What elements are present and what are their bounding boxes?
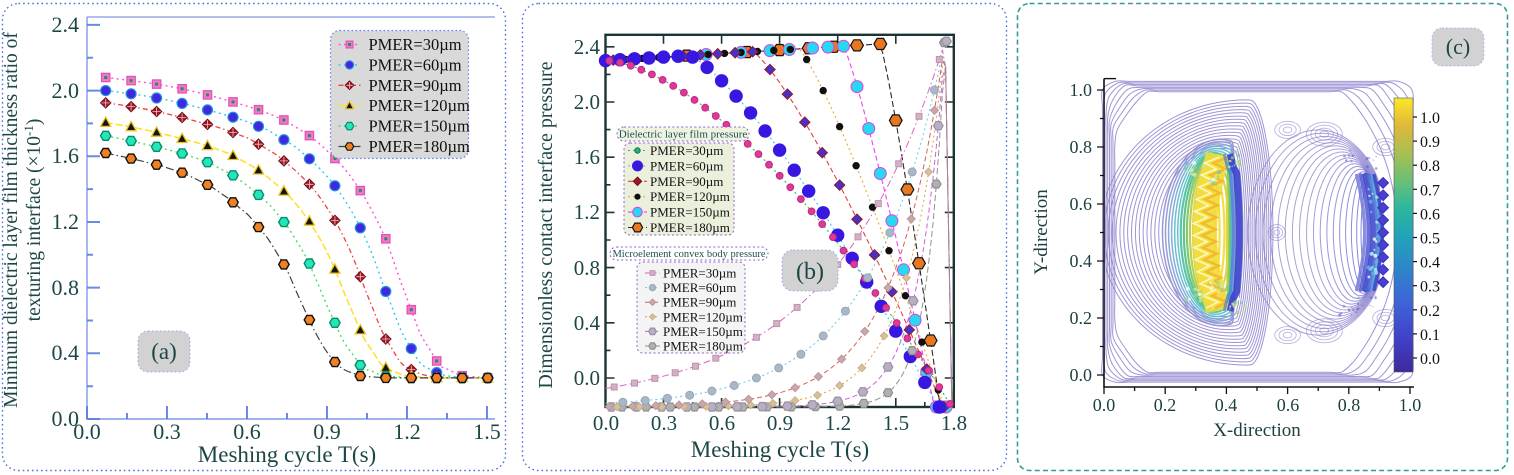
svg-text:1.8: 1.8 xyxy=(941,411,967,435)
svg-text:0.0: 0.0 xyxy=(574,366,600,390)
svg-text:1.6: 1.6 xyxy=(574,145,600,169)
svg-text:2.0: 2.0 xyxy=(52,78,80,103)
svg-text:0.0: 0.0 xyxy=(1070,365,1093,385)
svg-text:0.9: 0.9 xyxy=(313,419,341,444)
svg-text:1.6: 1.6 xyxy=(52,143,80,168)
svg-text:0.0: 0.0 xyxy=(1093,395,1116,415)
svg-text:PMER=150µm: PMER=150µm xyxy=(369,117,470,136)
svg-text:PMER=150µm: PMER=150µm xyxy=(650,205,730,220)
svg-text:PMER=180µm: PMER=180µm xyxy=(663,339,743,354)
svg-text:0.3: 0.3 xyxy=(651,411,677,435)
svg-text:0.8: 0.8 xyxy=(1338,395,1361,415)
svg-text:1.0: 1.0 xyxy=(1420,110,1440,127)
svg-text:0.0: 0.0 xyxy=(593,411,619,435)
svg-text:2.4: 2.4 xyxy=(574,35,601,59)
svg-text:0.3: 0.3 xyxy=(153,419,181,444)
svg-text:(a): (a) xyxy=(151,339,177,364)
svg-text:0.6: 0.6 xyxy=(1277,395,1300,415)
svg-text:0.8: 0.8 xyxy=(1420,158,1440,175)
svg-text:Meshing cycle T(s): Meshing cycle T(s) xyxy=(198,442,376,467)
svg-text:PMER=60µm: PMER=60µm xyxy=(650,158,723,173)
svg-text:2.0: 2.0 xyxy=(574,90,600,114)
svg-text:PMER=30µm: PMER=30µm xyxy=(650,143,723,158)
svg-text:1.5: 1.5 xyxy=(473,419,501,444)
svg-text:PMER=30µm: PMER=30µm xyxy=(369,35,462,54)
svg-text:0.6: 0.6 xyxy=(1070,194,1093,214)
svg-text:0.0: 0.0 xyxy=(52,406,80,431)
svg-text:PMER=90µm: PMER=90µm xyxy=(663,295,736,310)
svg-text:0.0: 0.0 xyxy=(1420,351,1440,368)
svg-text:0.4: 0.4 xyxy=(1070,251,1093,271)
svg-text:PMER=180µm: PMER=180µm xyxy=(650,220,730,235)
svg-text:0.4: 0.4 xyxy=(574,311,601,335)
svg-text:0.2: 0.2 xyxy=(1154,395,1177,415)
svg-text:0.4: 0.4 xyxy=(1215,395,1238,415)
svg-text:0.2: 0.2 xyxy=(1070,308,1093,328)
svg-text:PMER=150µm: PMER=150µm xyxy=(663,324,743,339)
svg-text:0.4: 0.4 xyxy=(52,340,80,365)
svg-text:0.5: 0.5 xyxy=(1420,231,1440,248)
svg-text:0.4: 0.4 xyxy=(1420,255,1440,272)
svg-text:0.6: 0.6 xyxy=(709,411,735,435)
svg-text:Meshing cycle T(s): Meshing cycle T(s) xyxy=(691,437,869,462)
svg-text:texturing interface (×10-1): texturing interface (×10-1) xyxy=(21,119,46,322)
svg-text:PMER=120µm: PMER=120µm xyxy=(663,309,743,324)
svg-text:1.2: 1.2 xyxy=(393,419,421,444)
svg-text:0.1: 0.1 xyxy=(1420,327,1440,344)
svg-text:PMER=180µm: PMER=180µm xyxy=(369,137,470,156)
svg-text:(b): (b) xyxy=(796,259,824,285)
svg-text:Dielectric layer film pressure: Dielectric layer film pressure xyxy=(619,129,748,141)
svg-text:0.7: 0.7 xyxy=(1420,182,1440,199)
svg-text:1.0: 1.0 xyxy=(1070,80,1093,100)
svg-text:PMER=90µm: PMER=90µm xyxy=(369,76,462,95)
svg-text:PMER=90µm: PMER=90µm xyxy=(650,174,723,189)
svg-text:0.0: 0.0 xyxy=(73,419,101,444)
svg-text:0.8: 0.8 xyxy=(1070,137,1093,157)
svg-text:1.2: 1.2 xyxy=(825,411,851,435)
svg-text:2.4: 2.4 xyxy=(52,12,80,37)
svg-text:0.6: 0.6 xyxy=(233,419,261,444)
svg-text:X-direction: X-direction xyxy=(1213,420,1301,441)
svg-text:Y-direction: Y-direction xyxy=(1031,189,1052,275)
svg-text:0.3: 0.3 xyxy=(1420,279,1440,296)
svg-text:0.8: 0.8 xyxy=(52,275,80,300)
svg-text:Dimensionless contact interfac: Dimensionless contact interface pressure xyxy=(535,61,557,388)
svg-text:PMER=120µm: PMER=120µm xyxy=(650,189,730,204)
svg-text:Minimum dielectric layer film: Minimum dielectric layer film thickness … xyxy=(1,32,22,408)
svg-text:0.8: 0.8 xyxy=(574,256,600,280)
svg-text:1.5: 1.5 xyxy=(883,411,909,435)
svg-text:0.6: 0.6 xyxy=(1420,206,1440,223)
svg-text:1.2: 1.2 xyxy=(52,209,80,234)
svg-text:1.2: 1.2 xyxy=(574,200,600,224)
svg-text:0.9: 0.9 xyxy=(1420,134,1440,151)
svg-text:Microelement convex body press: Microelement convex body pressure xyxy=(612,249,765,260)
svg-text:PMER=30µm: PMER=30µm xyxy=(663,266,736,281)
svg-text:PMER=60µm: PMER=60µm xyxy=(369,55,462,74)
svg-text:PMER=120µm: PMER=120µm xyxy=(369,96,470,115)
svg-text:PMER=60µm: PMER=60µm xyxy=(663,280,736,295)
svg-text:1.0: 1.0 xyxy=(1399,395,1422,415)
svg-text:0.9: 0.9 xyxy=(767,411,793,435)
svg-text:(c): (c) xyxy=(1446,34,1470,59)
svg-text:0.2: 0.2 xyxy=(1420,303,1440,320)
